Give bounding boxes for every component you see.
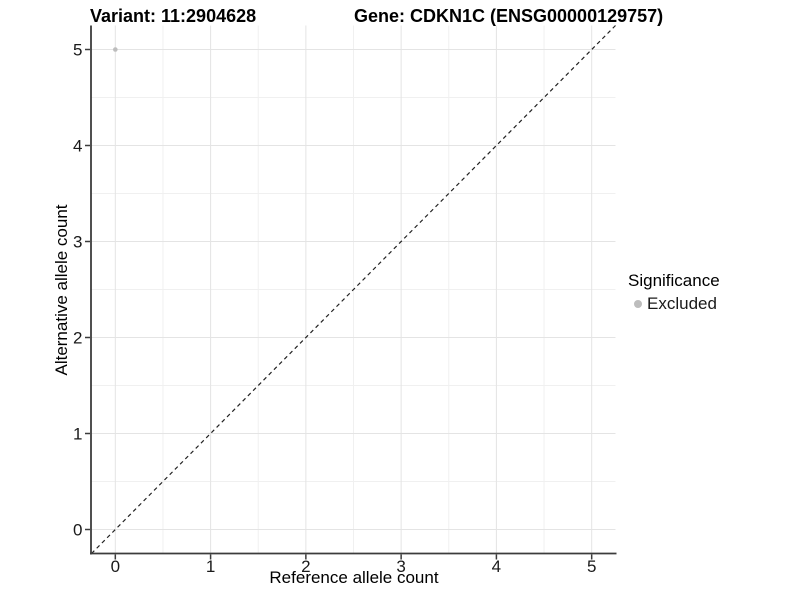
y-tick-label: 3 — [73, 233, 82, 252]
grid-major-lines — [91, 25, 616, 554]
x-tick-label: 0 — [111, 557, 120, 576]
x-tick-label: 3 — [396, 557, 405, 576]
x-tick-label: 4 — [492, 557, 501, 576]
y-tick-label: 0 — [73, 521, 82, 540]
x-tick-label: 1 — [206, 557, 215, 576]
axis-lines — [90, 25, 617, 555]
y-tick-label: 4 — [73, 137, 82, 156]
gene-title: Gene: CDKN1C (ENSG00000129757) — [354, 6, 664, 26]
legend-title: Significance — [628, 271, 720, 290]
y-tick-label: 1 — [73, 425, 82, 444]
axis-tick-labels: 0 1 2 3 4 5 0 1 2 3 4 5 — [73, 41, 596, 577]
legend: Significance Excluded — [628, 271, 720, 314]
y-tick-label: 5 — [73, 41, 82, 60]
legend-entry-label: Excluded — [647, 294, 717, 313]
variant-title: Variant: 11:2904628 — [90, 6, 257, 26]
identity-reference-line — [91, 25, 616, 554]
legend-entry-excluded: Excluded — [634, 294, 720, 314]
y-axis-title: Alternative allele count — [52, 204, 71, 376]
excluded-point-icon — [634, 300, 642, 308]
axis-tick-marks — [85, 48, 593, 560]
scatter-points — [113, 47, 118, 52]
y-tick-label: 2 — [73, 329, 82, 348]
dashed-identity-line — [91, 25, 616, 554]
x-tick-label: 5 — [587, 557, 596, 576]
x-axis-title: Reference allele count — [269, 568, 439, 587]
grid-minor-lines — [91, 25, 616, 554]
x-tick-label: 2 — [301, 557, 310, 576]
data-point — [113, 47, 118, 52]
